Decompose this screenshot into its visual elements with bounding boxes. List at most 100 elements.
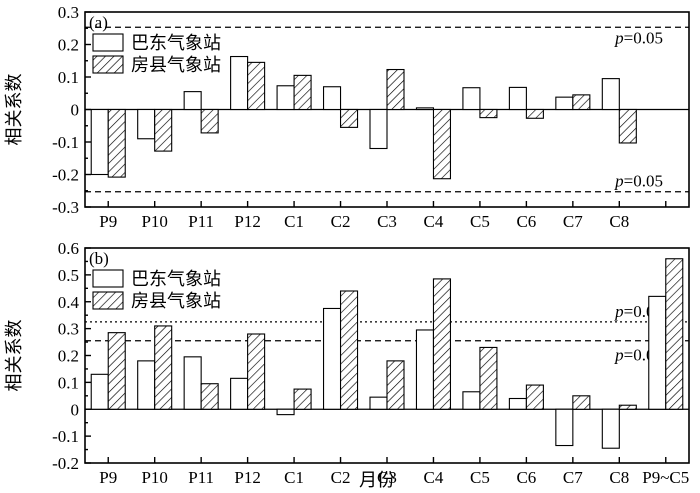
category-label-a: C6 [516,212,536,231]
fangxian-bar-C2 [339,108,359,128]
category-label-b: P9 [99,468,117,487]
legend-label-fangxian: 房县气象站 [131,291,221,312]
fangxian-bar-P12 [247,61,266,111]
badong-bar-C1 [276,408,295,416]
badong-bar-P9~C5 [648,295,667,410]
fangxian-bar-C3 [386,360,405,410]
y-tick-label-b: 0.2 [58,347,79,366]
badong-bar-C3 [369,396,388,410]
category-label-b: C2 [331,468,351,487]
panel-b: -0.2 -0.1 0 0.1 0.2 0.3 0.4 0.5 0.6 P9 P10 P11 P12 C1… [4,239,690,487]
category-label-b: C4 [424,468,444,487]
badong-bar-C3 [369,108,388,150]
fangxian-bar-C6 [525,108,544,119]
badong-bar-C2 [322,307,342,410]
category-label-a: C8 [609,212,629,231]
category-label-b: C6 [516,468,536,487]
badong-bar-C7 [555,408,574,447]
badong-bar-P12 [230,55,249,111]
badong-bar-C4 [415,329,435,410]
badong-bar-P9 [90,373,109,410]
fangxian-bar-C1 [293,74,312,111]
fangxian-bar-P9 [107,108,126,178]
category-label-a: P11 [188,212,214,231]
badong-bar-C4 [415,107,435,111]
badong-bar-P11 [183,91,202,111]
category-label-a: P12 [234,212,260,231]
category-label-b: P12 [234,468,260,487]
x-axis-label: 月份 [359,470,395,491]
category-label-b: C1 [284,468,304,487]
y-axis-label-a: 相关系数 [4,74,25,146]
y-tick-label-b: 0.3 [58,320,79,339]
fangxian-bar-C8 [618,404,637,410]
y-tick-label-b: -0.2 [52,454,79,473]
fangxian-bar-P10 [154,325,173,410]
y-tick-label-b: 0.1 [58,373,79,392]
category-label-a: C7 [563,212,583,231]
y-tick-label-a: 0.1 [58,68,79,87]
fangxian-bar-C7 [572,395,591,410]
legend-swatch-badong [92,269,124,288]
legend-label-fangxian: 房县气象站 [131,55,221,76]
fangxian-bar-C1 [293,388,312,410]
badong-bar-C1 [276,85,295,111]
fangxian-bar-C6 [525,384,544,410]
fangxian-bar-C3 [386,68,405,111]
category-label-a: P9 [99,212,117,231]
category-label-b: P10 [141,468,167,487]
legend-label-badong: 巴东气象站 [131,269,221,290]
fangxian-bar-C7 [572,94,591,111]
fangxian-bar-P10 [154,108,173,152]
category-label-a: C1 [284,212,304,231]
legend-swatch-fangxian [92,291,124,310]
y-tick-label-a: -0.3 [52,198,79,217]
badong-bar-C7 [555,96,574,111]
fangxian-bar-C5 [479,346,498,410]
badong-bar-C8 [601,78,620,111]
category-label-b: C5 [470,468,490,487]
fangxian-bar-C4 [432,278,452,410]
badong-bar-C6 [508,397,527,410]
fangxian-bar-P11 [200,108,219,134]
category-label-a: C3 [377,212,397,231]
category-label-a: C4 [424,212,444,231]
panel-label-b: (b) [89,249,109,268]
significance-label-a: p=0.05 [614,28,663,47]
y-tick-label-a: -0.1 [52,133,79,152]
fangxian-bar-P9 [107,332,126,410]
fangxian-bar-C8 [618,108,637,144]
y-tick-label-a: -0.2 [52,166,79,185]
significance-label-a: p=0.05 [614,172,663,191]
badong-bar-C2 [322,86,342,111]
fangxian-bar-P11 [200,383,219,410]
badong-bar-C5 [462,391,481,410]
category-label-b: P11 [188,468,214,487]
badong-bar-P11 [183,356,202,410]
legend-label-badong: 巴东气象站 [131,33,221,54]
y-tick-label-b: -0.1 [52,427,79,446]
panel-a: -0.3 -0.2 -0.1 0 0.1 0.2 0.3 P9 P10 P11 P12 C1 C2 C3 C… [4,3,690,231]
category-label-b: C3 [377,468,397,487]
category-label-b: P9~C5 [642,468,689,487]
category-label-a: P10 [141,212,167,231]
y-axis-label-b: 相关系数 [4,320,25,392]
badong-bar-P10 [137,108,156,140]
y-tick-label-a: 0.2 [58,36,79,55]
category-label-a: C2 [331,212,351,231]
category-label-b: C8 [609,468,629,487]
fangxian-bar-C5 [479,108,498,119]
fangxian-bar-C2 [339,290,359,410]
category-label-b: C7 [563,468,583,487]
badong-bar-P10 [137,360,156,410]
y-tick-label-b: 0.5 [58,266,79,285]
legend-swatch-badong [92,33,124,52]
category-label-a: C5 [470,212,490,231]
y-tick-label-b: 0 [71,400,80,419]
legend-swatch-fangxian [92,55,124,74]
y-tick-label-b: 0.6 [58,239,79,258]
fangxian-bar-C4 [432,108,452,180]
badong-bar-P9 [90,108,109,176]
badong-bar-C6 [508,86,527,111]
